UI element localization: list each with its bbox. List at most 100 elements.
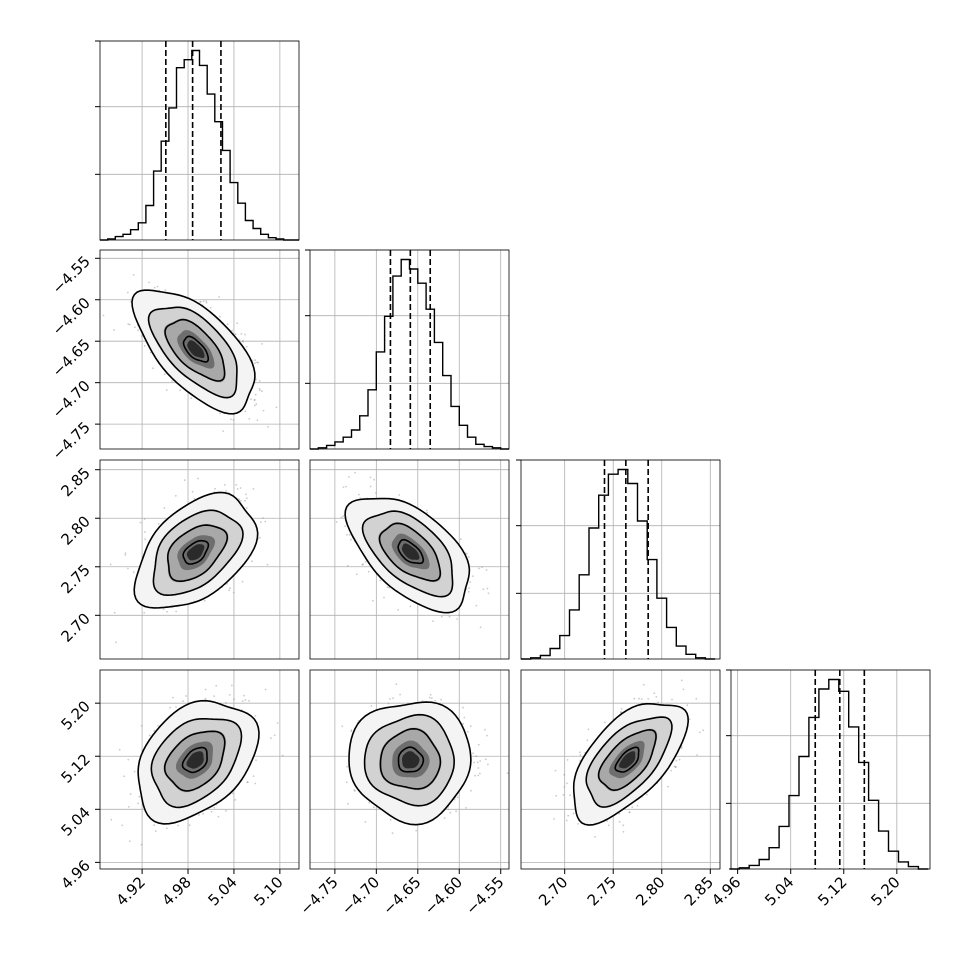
sample-point: [190, 397, 193, 400]
sample-point: [372, 806, 375, 809]
sample-point: [132, 274, 135, 276]
sample-point: [175, 706, 177, 708]
sample-point: [468, 587, 470, 589]
sample-point: [157, 725, 160, 727]
sample-point: [232, 591, 235, 594]
scatter-panel-2-0: [99, 459, 300, 660]
sample-point: [670, 769, 673, 772]
sample-point: [628, 811, 631, 814]
sample-point: [233, 698, 235, 701]
sample-point: [347, 802, 349, 805]
sample-point: [244, 699, 247, 701]
sample-point: [238, 498, 241, 501]
x-tick-label: 4.98: [158, 873, 194, 909]
y-tick-label: 5.12: [57, 750, 93, 786]
sample-point: [143, 611, 146, 614]
sample-point: [127, 806, 130, 808]
sample-point: [566, 759, 569, 761]
sample-point: [140, 843, 143, 846]
histogram-panel-3: [726, 669, 931, 870]
sample-point: [471, 575, 474, 577]
sample-point: [389, 698, 391, 700]
sample-point: [440, 698, 443, 701]
sample-point: [607, 824, 610, 827]
sample-point: [254, 362, 256, 364]
sample-point: [162, 608, 165, 610]
sample-point: [153, 286, 156, 289]
sample-point: [197, 477, 199, 480]
sample-point: [113, 329, 115, 331]
x-tick-label: −4.65: [379, 873, 424, 918]
sample-point: [134, 326, 136, 329]
sample-point: [121, 824, 124, 827]
sample-point: [165, 389, 168, 391]
sample-point: [346, 765, 348, 768]
sample-point: [128, 840, 131, 842]
sample-point: [476, 761, 479, 764]
density-fill: [619, 751, 636, 769]
density-contour: [397, 538, 425, 565]
sample-point: [430, 697, 433, 700]
sample-point: [166, 610, 169, 613]
y-tick-label: −4.65: [49, 335, 94, 380]
sample-point: [240, 500, 242, 502]
sample-point: [124, 552, 127, 555]
sample-point: [140, 724, 143, 727]
sample-point: [355, 573, 358, 576]
density-contour: [167, 524, 229, 583]
density-fill: [186, 751, 204, 769]
sample-point: [486, 734, 488, 737]
sample-point: [110, 818, 113, 821]
sample-point: [680, 679, 683, 682]
sample-point: [475, 755, 477, 758]
sample-point: [255, 378, 257, 381]
sample-point: [254, 782, 257, 785]
density-contour: [164, 318, 226, 382]
sample-point: [239, 487, 242, 489]
sample-point: [448, 615, 451, 618]
panel-content: [335, 471, 490, 629]
sample-point: [484, 758, 487, 761]
sample-point: [344, 525, 347, 527]
sample-point: [199, 300, 202, 303]
sample-point: [244, 499, 247, 502]
sample-point: [455, 810, 457, 813]
density-contour: [585, 716, 673, 808]
density-contour: [182, 539, 210, 565]
x-tick-label: 5.10: [250, 873, 286, 909]
sample-point: [399, 693, 401, 696]
sample-point: [281, 754, 284, 757]
sample-point: [478, 567, 480, 570]
sample-point: [409, 605, 412, 608]
density-fill: [186, 544, 205, 561]
density-contour: [348, 701, 472, 826]
sample-point: [241, 700, 244, 702]
sample-point: [353, 789, 356, 791]
sample-point: [606, 820, 608, 822]
sample-point: [163, 373, 166, 376]
density-contour: [344, 497, 471, 614]
sample-point: [182, 700, 184, 702]
sample-point: [553, 818, 555, 820]
sample-point: [115, 641, 117, 644]
sample-point: [466, 552, 468, 555]
sample-point: [397, 608, 399, 611]
sample-point: [213, 695, 216, 697]
sample-point: [264, 688, 267, 691]
sample-point: [215, 684, 218, 687]
sample-point: [148, 281, 151, 284]
sample-point: [235, 484, 238, 486]
sample-point: [102, 314, 105, 317]
sample-point: [137, 329, 140, 332]
scatter-panel-3-2: [520, 669, 721, 870]
sample-point: [426, 512, 429, 514]
sample-point: [395, 683, 398, 686]
sample-point: [462, 706, 464, 709]
sample-point: [375, 492, 377, 494]
sample-point: [350, 538, 352, 541]
sample-point: [205, 300, 208, 302]
density-contour: [147, 306, 238, 399]
sample-point: [486, 587, 489, 590]
sample-point: [205, 301, 208, 304]
panel-frame: [99, 249, 300, 450]
